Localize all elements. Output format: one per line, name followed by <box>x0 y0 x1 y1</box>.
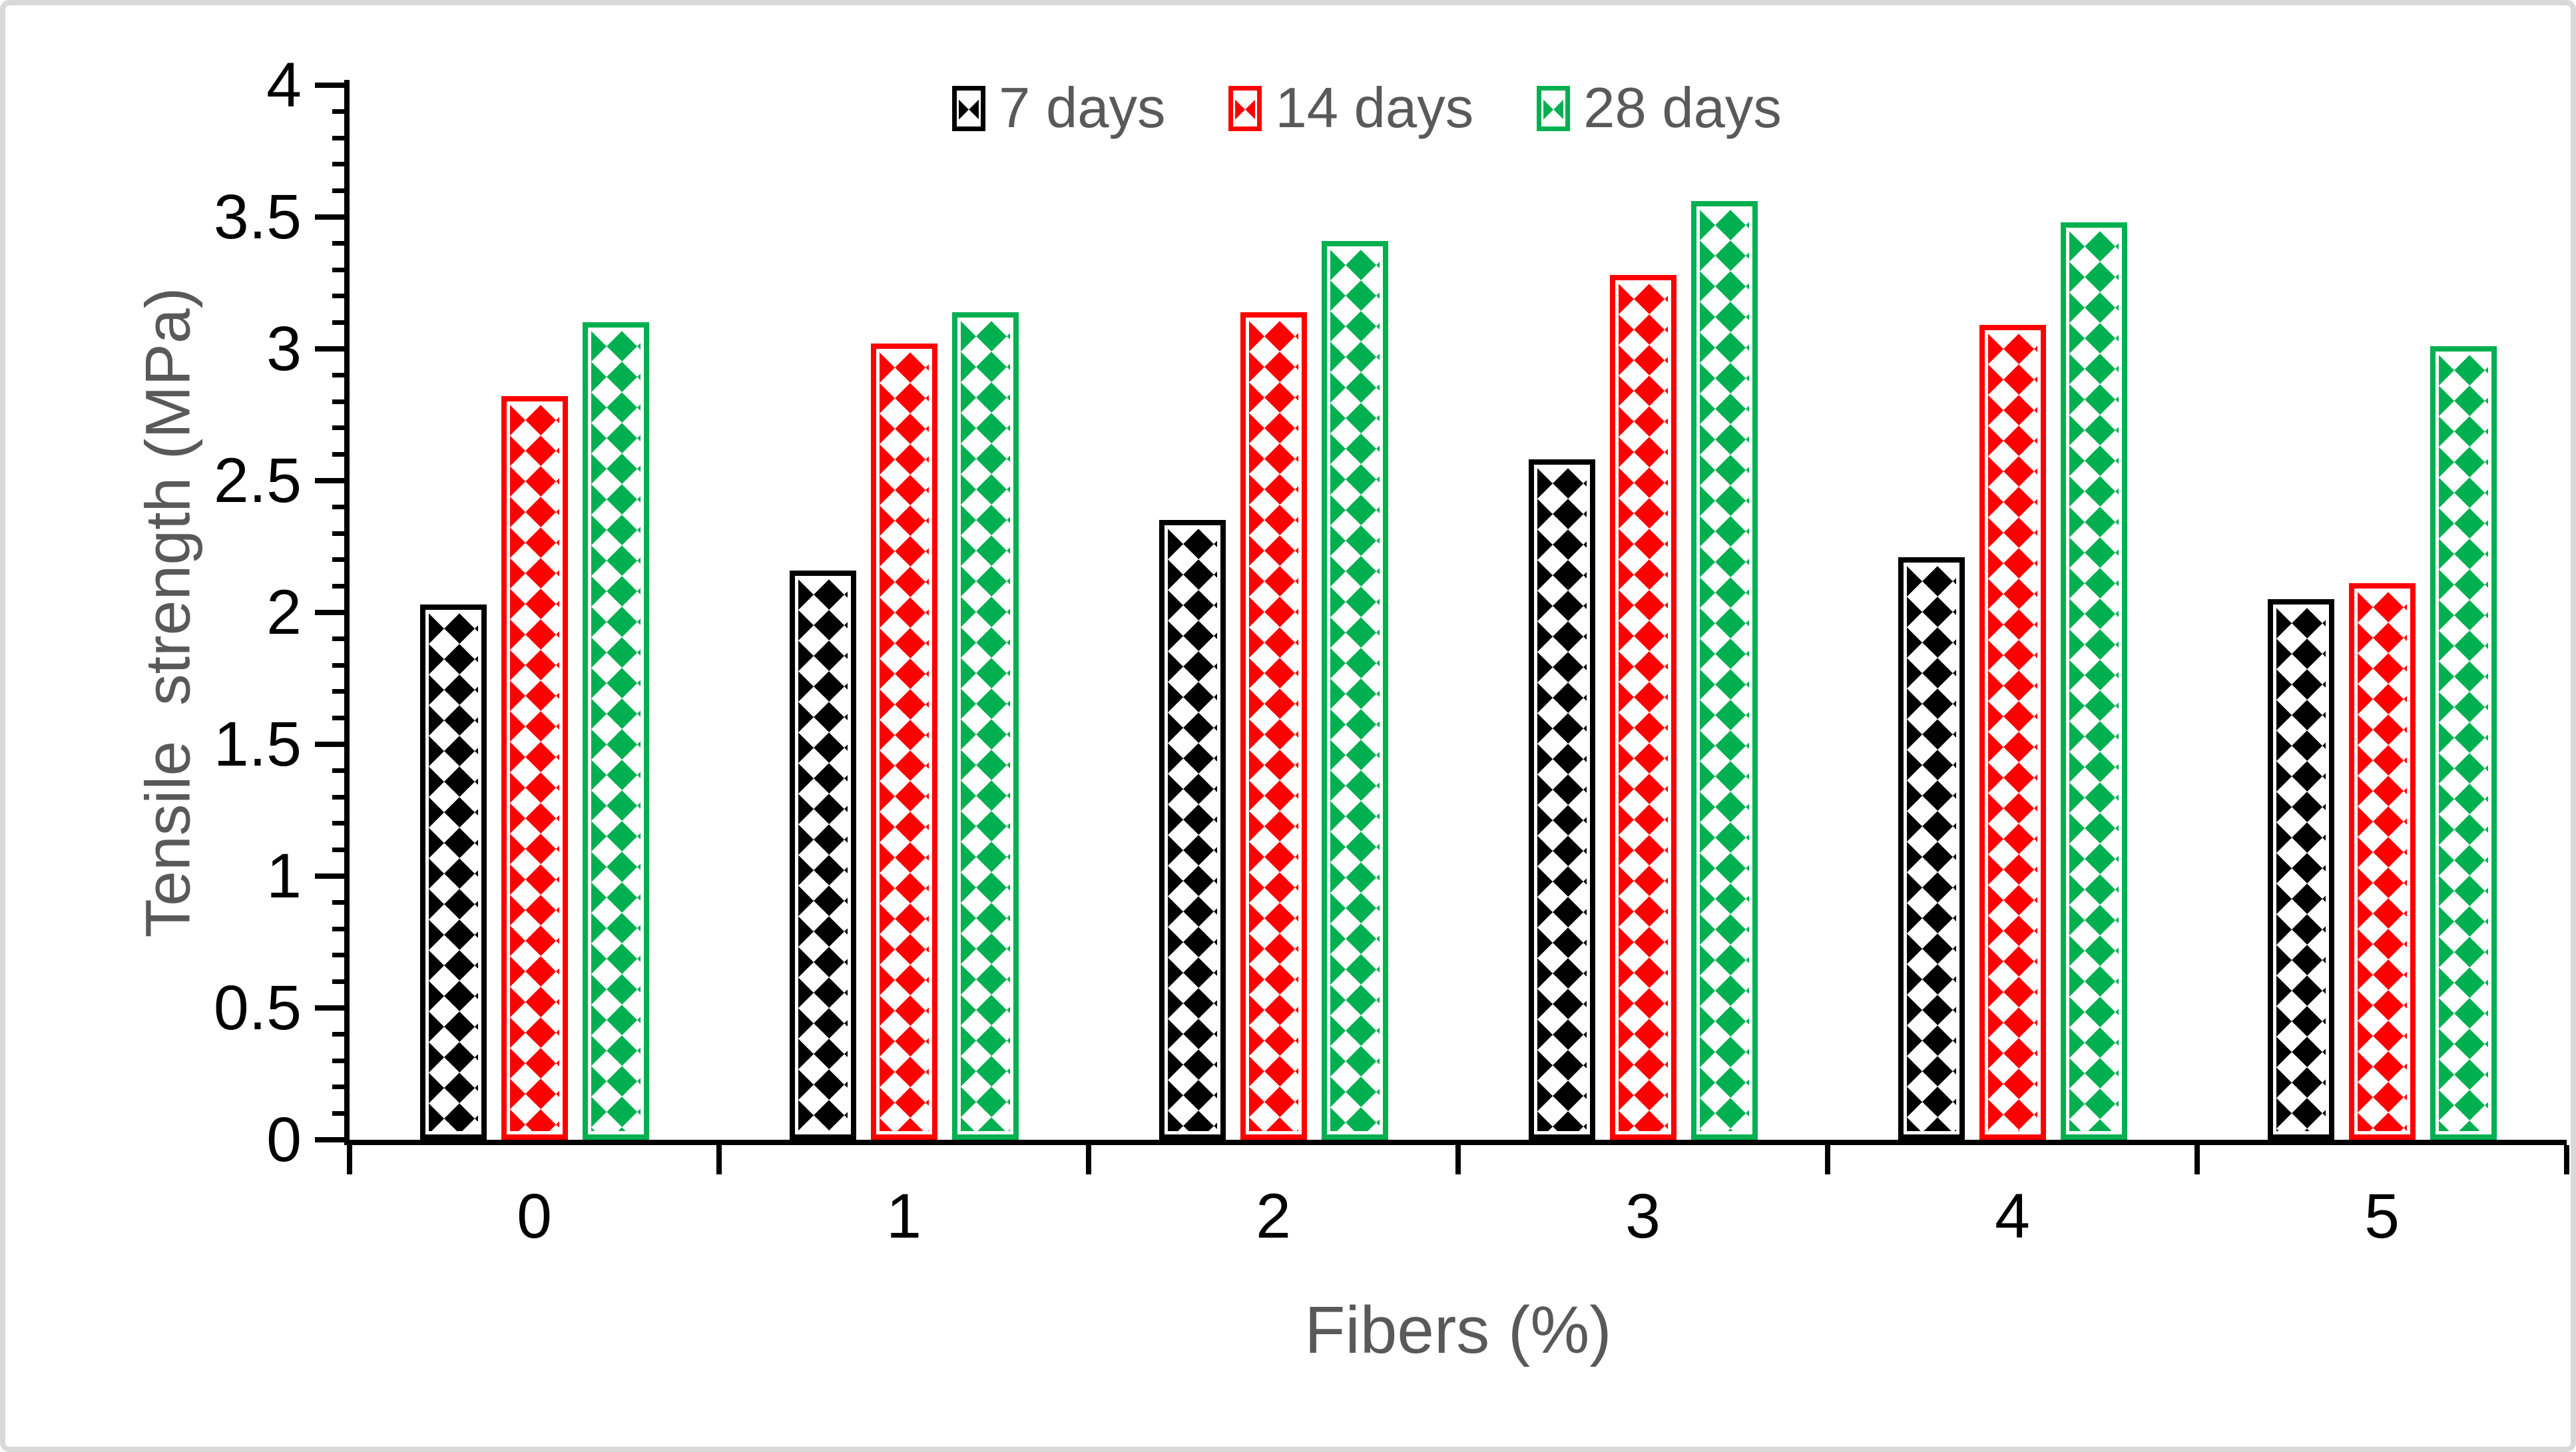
legend-label: 7 days <box>999 77 1166 140</box>
y-major-tick <box>315 610 350 615</box>
bar-14-days-cat-2 <box>1240 312 1307 1140</box>
y-minor-tick <box>332 320 350 325</box>
y-minor-tick <box>332 135 350 140</box>
bar-28-days-cat-3 <box>1690 201 1758 1140</box>
y-tick-label: 3 <box>266 314 302 384</box>
bar-28-days-cat-1 <box>951 312 1019 1140</box>
legend-label: 14 days <box>1275 77 1474 140</box>
y-minor-tick <box>332 900 350 905</box>
bar-7-days-cat-4 <box>1898 557 1965 1140</box>
x-tick <box>2564 1145 2569 1174</box>
x-tick <box>347 1145 352 1174</box>
bar-7-days-cat-3 <box>1528 459 1595 1140</box>
legend-swatch-icon <box>952 85 986 131</box>
y-tick-label: 2 <box>266 577 302 648</box>
x-category-label: 5 <box>2364 1181 2400 1252</box>
x-axis-line <box>344 1140 2567 1145</box>
y-minor-tick <box>332 399 350 404</box>
y-minor-tick <box>332 294 350 299</box>
y-minor-tick <box>332 1058 350 1063</box>
x-tick <box>2194 1145 2200 1174</box>
legend-item: 14 days <box>1228 77 1474 140</box>
x-tick <box>1086 1145 1091 1174</box>
bar-14-days-cat-0 <box>501 396 568 1140</box>
y-minor-tick <box>332 583 350 589</box>
x-category-label: 0 <box>517 1181 552 1252</box>
y-minor-tick <box>332 1032 350 1037</box>
y-minor-tick <box>332 821 350 826</box>
bar-7-days-cat-0 <box>419 605 487 1140</box>
y-minor-tick <box>332 768 350 774</box>
y-major-tick <box>315 83 350 88</box>
y-major-tick <box>315 214 350 220</box>
y-minor-tick <box>332 425 350 431</box>
y-major-tick <box>315 478 350 483</box>
y-tick-label: 1 <box>266 841 302 911</box>
y-minor-tick <box>332 531 350 536</box>
y-tick-label: 3.5 <box>213 182 302 252</box>
bar-7-days-cat-1 <box>789 570 856 1140</box>
y-minor-tick <box>332 689 350 694</box>
y-tick-label: 4 <box>266 50 302 121</box>
bar-14-days-cat-1 <box>870 344 937 1140</box>
x-category-label: 1 <box>886 1181 921 1252</box>
x-category-label: 4 <box>1995 1181 2030 1252</box>
bar-28-days-cat-4 <box>2060 222 2127 1140</box>
bar-28-days-cat-2 <box>1321 240 1388 1140</box>
legend: 7 days 14 days 28 days <box>952 80 1782 136</box>
legend-item: 7 days <box>952 77 1166 140</box>
y-axis-title: Tensile strength (MPa) <box>132 287 204 938</box>
x-axis-title: Fibers (%) <box>1304 1293 1612 1367</box>
y-minor-tick <box>332 451 350 457</box>
legend-label: 28 days <box>1583 77 1782 140</box>
x-tick <box>1825 1145 1830 1174</box>
bar-28-days-cat-5 <box>2430 346 2497 1140</box>
y-minor-tick <box>332 505 350 510</box>
y-minor-tick <box>332 847 350 852</box>
y-minor-tick <box>332 794 350 800</box>
bar-14-days-cat-5 <box>2348 583 2416 1140</box>
x-tick <box>716 1145 722 1174</box>
y-major-tick <box>315 1005 350 1011</box>
x-category-label: 2 <box>1256 1181 1291 1252</box>
y-tick-label: 1.5 <box>213 709 302 780</box>
bar-7-days-cat-2 <box>1159 520 1226 1140</box>
bar-7-days-cat-5 <box>2267 599 2334 1140</box>
y-minor-tick <box>332 926 350 931</box>
y-major-tick <box>315 1137 350 1142</box>
legend-swatch-icon <box>1537 85 1571 131</box>
y-tick-label: 0.5 <box>213 973 302 1043</box>
y-major-tick <box>315 742 350 747</box>
y-minor-tick <box>332 188 350 193</box>
y-major-tick <box>315 346 350 352</box>
y-tick-label: 0 <box>266 1104 302 1175</box>
y-minor-tick <box>332 557 350 563</box>
x-category-label: 3 <box>1625 1181 1661 1252</box>
x-tick <box>1455 1145 1461 1174</box>
y-minor-tick <box>332 241 350 246</box>
y-minor-tick <box>332 662 350 668</box>
bar-28-days-cat-0 <box>582 322 649 1140</box>
plot-area: 0 0.5 1 1.5 2 2.5 3 3.5 4 0 1 2 3 4 5 7 days 14 days 28 … <box>5 5 2571 1447</box>
y-minor-tick <box>332 715 350 720</box>
y-minor-tick <box>332 1110 350 1116</box>
y-minor-tick <box>332 109 350 115</box>
bar-14-days-cat-4 <box>1979 325 2046 1140</box>
y-minor-tick <box>332 1085 350 1090</box>
y-tick-label: 2.5 <box>213 445 302 516</box>
y-minor-tick <box>332 162 350 167</box>
y-minor-tick <box>332 636 350 642</box>
y-minor-tick <box>332 267 350 272</box>
legend-swatch-icon <box>1228 85 1262 131</box>
y-minor-tick <box>332 979 350 984</box>
y-major-tick <box>315 873 350 879</box>
y-minor-tick <box>332 373 350 378</box>
y-minor-tick <box>332 953 350 958</box>
legend-item: 28 days <box>1537 80 1782 136</box>
bar-14-days-cat-3 <box>1609 275 1676 1140</box>
